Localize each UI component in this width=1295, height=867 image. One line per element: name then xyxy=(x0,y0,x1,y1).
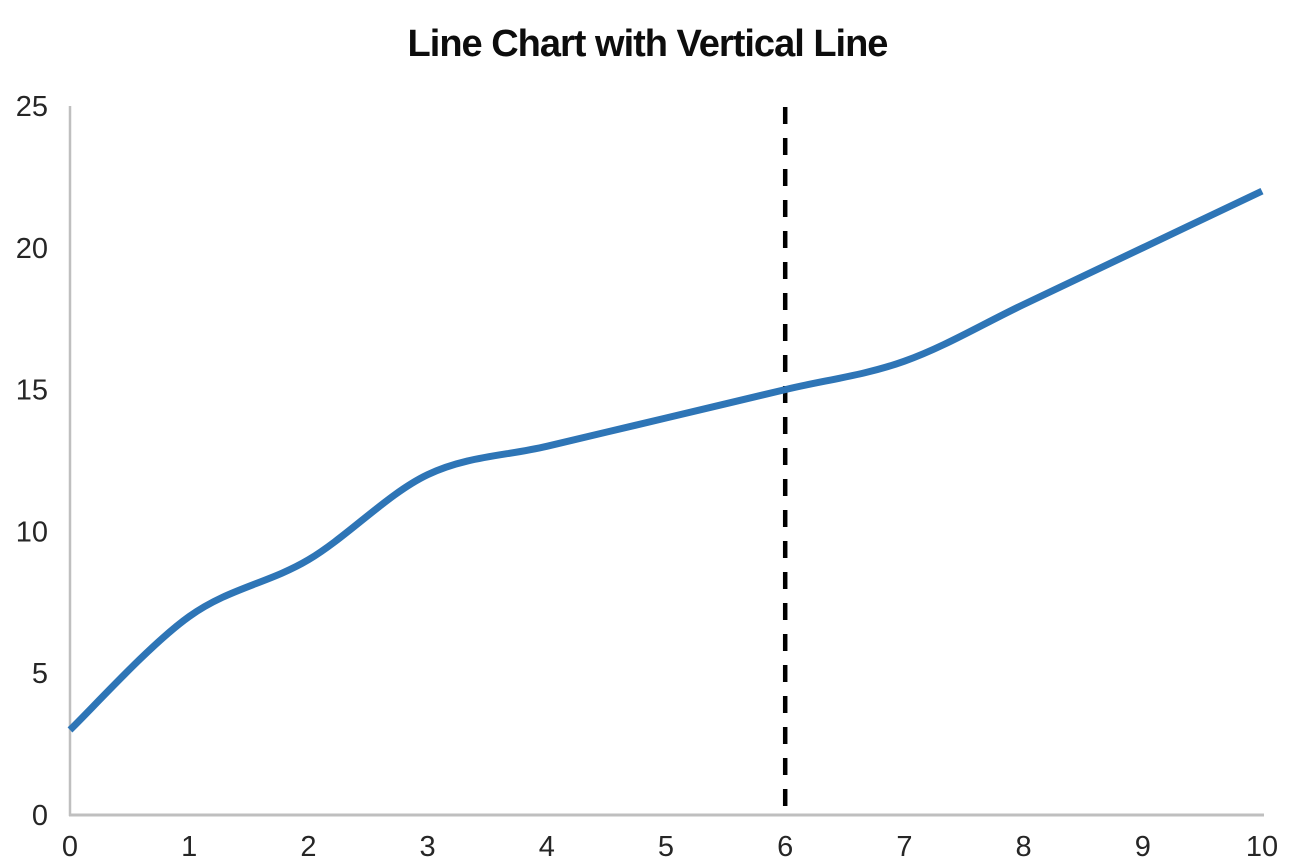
x-tick-label: 7 xyxy=(896,831,912,863)
y-tick-label: 10 xyxy=(16,516,48,548)
series-line xyxy=(67,187,1264,733)
x-tick-label: 10 xyxy=(1246,831,1278,863)
x-tick-label: 2 xyxy=(300,831,316,863)
x-tick-label: 5 xyxy=(658,831,674,863)
x-tick-label: 8 xyxy=(1016,831,1032,863)
y-tick-label: 0 xyxy=(32,800,48,832)
y-tick-label: 5 xyxy=(32,658,48,690)
x-tick-label: 3 xyxy=(420,831,436,863)
y-tick-label: 15 xyxy=(16,375,48,407)
x-tick-label: 0 xyxy=(62,831,78,863)
y-tick-label: 20 xyxy=(16,233,48,265)
chart-title: Line Chart with Vertical Line xyxy=(407,23,889,65)
x-tick-label: 6 xyxy=(777,831,793,863)
x-tick-label: 1 xyxy=(181,831,197,863)
y-tick-label: 25 xyxy=(16,91,48,123)
x-tick-label: 4 xyxy=(539,831,555,863)
x-tick-label: 9 xyxy=(1135,831,1151,863)
